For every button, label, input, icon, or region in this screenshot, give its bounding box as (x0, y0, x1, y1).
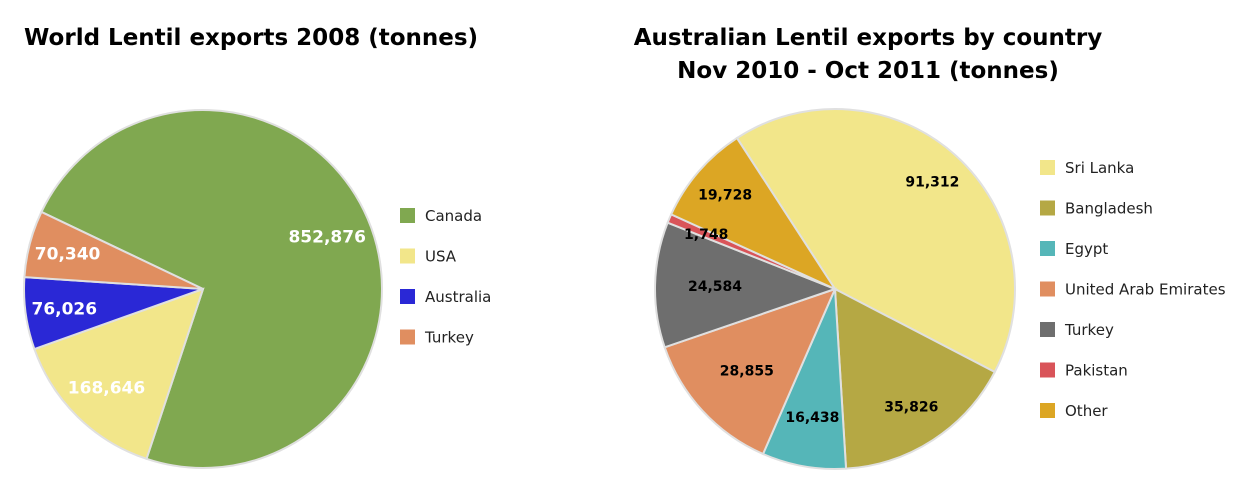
chart2-legend: Sri Lanka Bangladesh Egypt United Arab Emir… (1040, 159, 1226, 420)
data-label-pakistan: 1,748 (684, 227, 728, 243)
pie-slice-bangladesh (833, 287, 997, 470)
legend-swatch-other (1040, 403, 1055, 418)
legend-label-canada: Canada (425, 207, 482, 225)
legend-swatch-united-arab-emirates (1040, 281, 1055, 297)
chart2-data-labels: 91,312 35,826 16,438 28,855 24,584 1,748 19,72… (684, 175, 959, 426)
legend-swatch-sri-lanka (1040, 160, 1055, 175)
legend-swatch-egypt (1040, 241, 1055, 256)
legend-label-egypt: Egypt (1065, 240, 1108, 258)
pie-slice-sri-lanka (735, 108, 1016, 374)
data-label-turkey: 24,584 (688, 279, 742, 295)
legend-label-usa: USA (425, 248, 457, 266)
chart1-data-labels: 852,876 168,646 76,026 70,340 (31, 227, 365, 398)
data-label-canada: 852,876 (288, 227, 365, 247)
data-label-turkey: 70,340 (35, 245, 101, 265)
legend-swatch-canada (400, 208, 415, 223)
data-label-usa: 168,646 (68, 379, 145, 399)
legend-swatch-pakistan (1040, 362, 1055, 378)
legend-label-united-arab-emirates: United Arab Emirates (1065, 281, 1226, 299)
pie-slice-other (669, 136, 838, 292)
legend-swatch-bangladesh (1040, 200, 1055, 216)
legend-label-turkey: Turkey (1064, 321, 1114, 339)
chart1-title: World Lentil exports 2008 (tonnes) (24, 25, 478, 51)
chart1-slices (23, 109, 383, 469)
data-label-egypt: 16,438 (785, 410, 839, 426)
data-label-sri-lanka: 91,312 (905, 175, 959, 191)
legend-swatch-turkey (400, 329, 415, 345)
legend-label-pakistan: Pakistan (1065, 362, 1128, 380)
legend-swatch-turkey (1040, 322, 1055, 337)
legend-label-other: Other (1065, 402, 1108, 420)
chart1-legend: Canada USA Australia Turkey (400, 207, 491, 347)
pie-slice-usa (33, 287, 205, 461)
pie-slice-united-arab-emirates (663, 287, 837, 456)
data-label-other: 19,728 (698, 187, 752, 203)
australian-lentil-exports-chart: Australian Lentil exports by country Nov… (634, 25, 1226, 470)
legend-label-turkey: Turkey (424, 329, 474, 347)
legend-label-australia: Australia (425, 288, 491, 306)
legend-label-sri-lanka: Sri Lanka (1065, 159, 1134, 177)
pie-slice-canada (40, 109, 383, 469)
chart2-title: Australian Lentil exports by country (634, 25, 1103, 51)
data-label-united-arab-emirates: 28,855 (720, 363, 774, 379)
legend-swatch-australia (400, 289, 415, 304)
data-label-australia: 76,026 (31, 299, 97, 319)
pie-slice-turkey (654, 221, 838, 349)
data-label-bangladesh: 35,826 (884, 399, 938, 415)
pie-slice-turkey (23, 210, 204, 290)
legend-swatch-usa (400, 248, 415, 264)
world-lentil-exports-chart: World Lentil exports 2008 (tonnes) 852,8… (23, 25, 491, 469)
legend-label-bangladesh: Bangladesh (1065, 200, 1153, 218)
chart2-slices (654, 108, 1016, 470)
chart2-subtitle: Nov 2010 - Oct 2011 (tonnes) (677, 58, 1059, 84)
